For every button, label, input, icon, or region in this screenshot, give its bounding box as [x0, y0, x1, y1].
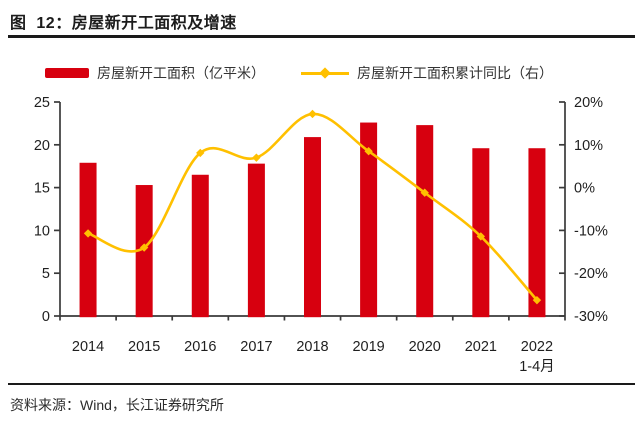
- x-axis-label: 2015: [128, 339, 160, 355]
- left-axis-label: 5: [42, 266, 50, 282]
- line-marker-2021: [476, 232, 486, 241]
- x-axis-label: 2021: [465, 339, 497, 355]
- line-marker-2018: [308, 109, 317, 119]
- x-axis-label: 2016: [184, 339, 216, 355]
- x-axis-label: 2017: [240, 339, 272, 355]
- right-axis-label: -20%: [574, 266, 608, 282]
- line-marker-2019: [364, 147, 373, 156]
- title-rule: [8, 35, 635, 38]
- left-axis-label: 20: [34, 138, 50, 154]
- line-marker-2022: [532, 295, 542, 305]
- bar-2017: [247, 163, 265, 318]
- footer-rule: [8, 383, 635, 385]
- left-axis-label: 10: [34, 223, 50, 239]
- line-marker-2020: [420, 188, 429, 197]
- bar-2018: [304, 137, 321, 318]
- line-series-swatch: [301, 67, 349, 79]
- x-axis-label: 2019: [352, 339, 384, 355]
- bar-2019: [360, 122, 378, 318]
- legend-label-line-series: 房屋新开工面积累计同比（右）: [357, 65, 553, 81]
- right-axis-label: -10%: [574, 223, 608, 239]
- right-axis-label: 0%: [574, 181, 595, 197]
- line-marker-2014: [83, 229, 93, 238]
- x-axis-sublabel: 1-4月: [519, 359, 554, 375]
- right-axis-label: -30%: [574, 309, 608, 325]
- bar-2020: [416, 125, 434, 318]
- left-axis-label: 0: [42, 309, 50, 325]
- x-axis-label: 2020: [409, 339, 441, 355]
- legend-label-bar-series: 房屋新开工面积（亿平米）: [97, 65, 265, 81]
- line-marker-2016: [196, 148, 205, 158]
- bar-2022: [528, 148, 546, 318]
- left-axis-label: 15: [34, 181, 50, 197]
- x-axis-label: 2018: [296, 339, 328, 355]
- bar-series-swatch: [45, 68, 89, 78]
- right-axis-label: 10%: [574, 138, 603, 154]
- bar-2016: [191, 174, 209, 318]
- line-marker-2015: [139, 243, 149, 252]
- legend-item-bar-series: 房屋新开工面积（亿平米）: [45, 63, 265, 83]
- figure-title: 图 12：房屋新开工面积及增速: [10, 15, 237, 32]
- bar-2014: [79, 162, 97, 318]
- chart-legend: 房屋新开工面积（亿平米） 房屋新开工面积累计同比（右）: [45, 63, 605, 83]
- source-note: 资料来源：Wind，长江证券研究所: [10, 397, 224, 413]
- x-axis-label: 2022: [521, 339, 553, 355]
- right-axis-label: 20%: [574, 95, 603, 111]
- legend-item-line-series: 房屋新开工面积累计同比（右）: [301, 63, 553, 83]
- line-marker-2017: [252, 153, 261, 162]
- left-axis-label: 25: [34, 95, 50, 111]
- x-axis-label: 2014: [72, 339, 104, 355]
